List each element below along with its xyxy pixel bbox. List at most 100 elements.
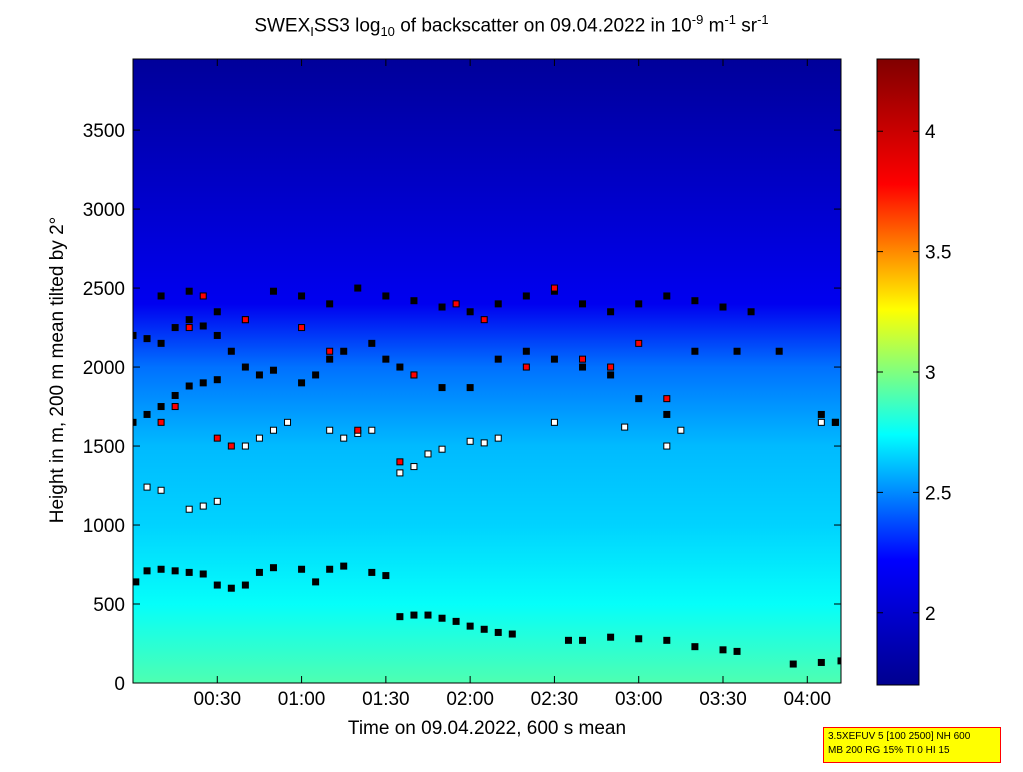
data-marker	[466, 384, 474, 392]
x-tick-label: 01:30	[362, 689, 410, 710]
data-marker	[396, 469, 404, 477]
data-marker	[663, 442, 671, 450]
data-marker	[438, 384, 446, 392]
data-marker	[663, 636, 671, 644]
data-marker	[354, 284, 362, 292]
x-tick-label: 02:30	[531, 689, 579, 710]
y-tick-label: 1500	[83, 437, 125, 458]
data-marker	[635, 635, 643, 643]
data-marker	[143, 410, 151, 418]
y-tick-label: 500	[93, 595, 125, 616]
y-tick-label: 2000	[83, 358, 125, 379]
data-marker	[326, 347, 334, 355]
data-marker	[269, 564, 277, 572]
colorbar-tick-label: 2.5	[925, 483, 951, 504]
data-marker	[733, 347, 741, 355]
data-marker	[607, 633, 615, 641]
data-marker	[171, 324, 179, 332]
data-marker	[621, 423, 629, 431]
data-marker	[424, 450, 432, 458]
data-marker	[133, 578, 140, 586]
data-marker	[579, 300, 587, 308]
data-marker	[326, 565, 334, 573]
series-marker_layer_near_surface	[133, 562, 841, 668]
marker-layer	[133, 284, 841, 668]
data-marker	[635, 339, 643, 347]
plot-area	[132, 58, 842, 684]
data-marker	[213, 581, 221, 589]
data-marker	[312, 578, 320, 586]
colorbar-scale	[876, 58, 920, 686]
data-marker	[494, 434, 502, 442]
x-tick-label: 03:00	[615, 689, 663, 710]
colorbar-tick-label: 3	[925, 363, 936, 384]
data-marker	[635, 300, 643, 308]
data-marker	[185, 382, 193, 390]
data-marker	[480, 625, 488, 633]
data-marker	[747, 308, 755, 316]
colorbar: 2 2.5 3 3.5 4	[876, 58, 951, 686]
data-marker	[579, 355, 587, 363]
data-marker	[550, 418, 558, 426]
data-marker	[607, 363, 615, 371]
data-marker	[635, 395, 643, 403]
data-marker	[410, 611, 418, 619]
data-marker	[466, 308, 474, 316]
data-marker	[284, 418, 292, 426]
data-marker	[171, 567, 179, 575]
data-marker	[185, 568, 193, 576]
data-marker	[382, 355, 390, 363]
data-marker	[213, 308, 221, 316]
data-marker	[691, 643, 699, 651]
data-marker	[185, 324, 193, 332]
data-marker	[269, 287, 277, 295]
data-marker	[837, 657, 841, 665]
data-marker	[508, 630, 516, 638]
x-axis-label: Time on 09.04.2022, 600 s mean	[347, 718, 627, 739]
data-marker	[663, 410, 671, 418]
data-marker	[185, 287, 193, 295]
data-marker	[298, 324, 306, 332]
data-marker	[579, 363, 587, 371]
data-marker	[550, 355, 558, 363]
colorbar-tick-label: 4	[925, 122, 936, 143]
data-marker	[396, 458, 404, 466]
data-marker	[157, 418, 165, 426]
data-marker	[550, 284, 558, 292]
data-marker	[298, 565, 306, 573]
data-marker	[269, 426, 277, 434]
data-marker	[775, 347, 783, 355]
data-marker	[255, 371, 263, 379]
plot-frame	[132, 58, 842, 684]
data-marker	[466, 437, 474, 445]
data-marker	[368, 426, 376, 434]
data-marker	[298, 379, 306, 387]
y-axis-label: Height in m, 200 m mean tilted by 2°	[47, 216, 68, 524]
data-marker	[424, 611, 432, 619]
colorbar-ticks: 2 2.5 3 3.5 4	[877, 122, 951, 625]
data-marker	[452, 617, 460, 625]
data-marker	[719, 303, 727, 311]
data-marker	[171, 403, 179, 411]
data-marker	[213, 497, 221, 505]
data-marker	[564, 636, 572, 644]
data-marker	[789, 660, 797, 668]
data-marker	[241, 581, 249, 589]
data-marker	[157, 403, 165, 411]
data-marker	[480, 316, 488, 324]
data-marker	[494, 628, 502, 636]
settings-line-2: MB 200 RG 15% TI 0 HI 15	[828, 745, 950, 756]
y-axis: 0 500 1000 1500 2000 2500 3000 3500	[83, 121, 841, 695]
data-marker	[494, 300, 502, 308]
data-marker	[199, 292, 207, 300]
data-marker	[410, 463, 418, 471]
data-marker	[143, 483, 151, 491]
data-marker	[185, 505, 193, 513]
data-marker	[522, 347, 530, 355]
data-marker	[663, 292, 671, 300]
data-marker	[213, 331, 221, 339]
data-marker	[382, 572, 390, 580]
data-marker	[438, 303, 446, 311]
